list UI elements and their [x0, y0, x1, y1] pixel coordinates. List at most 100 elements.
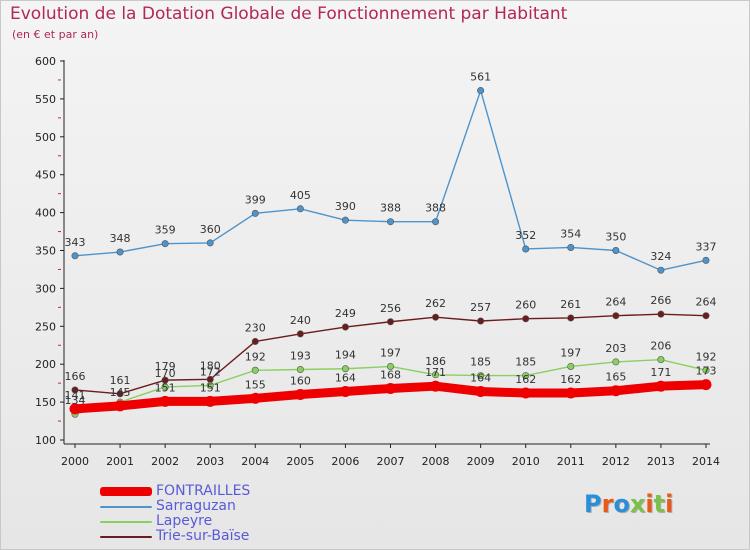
data-point-fontrailles: [700, 379, 712, 391]
data-label-fontrailles: 165: [605, 371, 626, 384]
data-label-sarraguzan: 324: [650, 250, 671, 263]
x-tick-label: 2011: [557, 455, 585, 468]
data-point-fontrailles: [430, 380, 442, 392]
legend-label: Lapeyre: [156, 513, 213, 529]
data-point-sarraguzan: [612, 247, 620, 255]
y-tick-label: 300: [35, 282, 56, 295]
y-tick-label: 550: [35, 93, 56, 106]
data-point-lapeyre: [477, 372, 485, 380]
data-point-sarraguzan: [206, 239, 214, 247]
legend-swatch: [100, 505, 152, 508]
y-tick-label: 600: [35, 55, 56, 68]
chart-legend: FONTRAILLES Sarraguzan Lapeyre Trie-sur-Baï…: [100, 484, 250, 544]
data-label-trie-sur-ba-se: 257: [470, 301, 491, 314]
data-label-lapeyre: 172: [200, 365, 221, 378]
data-point-trie-sur-ba-se: [116, 390, 124, 398]
legend-item-trie-sur-ba-se: Trie-sur-Baïse: [100, 529, 250, 544]
x-tick-label: 2002: [151, 455, 179, 468]
data-label-lapeyre: 170: [155, 367, 176, 380]
data-point-fontrailles: [204, 395, 216, 407]
legend-swatch: [100, 487, 152, 496]
data-point-fontrailles: [520, 387, 532, 399]
x-tick-label: 2013: [647, 455, 675, 468]
chart-title: Evolution de la Dotation Globale de Fonc…: [10, 4, 568, 24]
data-point-fontrailles: [159, 395, 171, 407]
data-label-lapeyre: 186: [425, 355, 446, 368]
data-point-fontrailles: [114, 400, 126, 412]
data-label-sarraguzan: 343: [65, 236, 86, 249]
data-label-sarraguzan: 359: [155, 224, 176, 237]
data-label-trie-sur-ba-se: 264: [696, 296, 717, 309]
data-point-fontrailles: [565, 387, 577, 399]
data-point-sarraguzan: [161, 240, 169, 248]
data-label-trie-sur-ba-se: 260: [515, 299, 536, 312]
x-tick-label: 2012: [602, 455, 630, 468]
data-point-sarraguzan: [477, 87, 485, 95]
data-point-trie-sur-ba-se: [477, 317, 485, 325]
data-label-sarraguzan: 388: [425, 202, 446, 215]
data-point-trie-sur-ba-se: [251, 337, 259, 345]
data-point-trie-sur-ba-se: [702, 312, 710, 320]
legend-swatch: [100, 535, 152, 538]
y-tick-label: 450: [35, 169, 56, 182]
data-label-sarraguzan: 561: [470, 71, 491, 84]
x-tick-label: 2014: [692, 455, 720, 468]
x-tick-label: 2004: [241, 455, 269, 468]
data-label-fontrailles: 164: [335, 371, 356, 384]
data-label-fontrailles: 160: [290, 375, 311, 388]
data-point-fontrailles: [655, 380, 667, 392]
data-label-fontrailles: 145: [110, 386, 131, 399]
legend-label: Sarraguzan: [156, 498, 236, 514]
data-point-sarraguzan: [341, 216, 349, 224]
x-tick-label: 2008: [422, 455, 450, 468]
data-label-lapeyre: 197: [380, 346, 401, 359]
data-label-lapeyre: 203: [605, 342, 626, 355]
x-tick-label: 2005: [286, 455, 314, 468]
data-point-lapeyre: [522, 372, 530, 380]
data-label-lapeyre: 197: [560, 346, 581, 359]
data-label-trie-sur-ba-se: 249: [335, 307, 356, 320]
data-label-sarraguzan: 354: [560, 227, 581, 240]
data-label-fontrailles: 162: [515, 373, 536, 386]
y-tick-label: 500: [35, 131, 56, 144]
data-point-trie-sur-ba-se: [657, 310, 665, 318]
data-label-fontrailles: 164: [470, 371, 491, 384]
data-label-fontrailles: 155: [245, 378, 266, 391]
data-point-sarraguzan: [702, 256, 710, 264]
y-tick-label: 100: [35, 434, 56, 447]
data-point-trie-sur-ba-se: [341, 323, 349, 331]
data-label-lapeyre: 192: [245, 350, 266, 363]
x-tick-label: 2006: [331, 455, 359, 468]
y-tick-label: 400: [35, 207, 56, 220]
logo-letter: x: [629, 490, 646, 518]
data-point-lapeyre: [341, 365, 349, 373]
data-label-fontrailles: 151: [155, 381, 176, 394]
legend-swatch: [100, 520, 152, 523]
logo-letter: i: [665, 490, 674, 518]
data-point-sarraguzan: [657, 266, 665, 274]
data-label-trie-sur-ba-se: 266: [650, 294, 671, 307]
x-tick-label: 2010: [512, 455, 540, 468]
y-tick-label: 350: [35, 245, 56, 258]
data-label-sarraguzan: 390: [335, 200, 356, 213]
legend-label: FONTRAILLES: [156, 483, 251, 499]
legend-item-lapeyre: Lapeyre: [100, 514, 250, 529]
chart-subtitle: (en € et par an): [12, 28, 99, 41]
data-label-trie-sur-ba-se: 166: [65, 370, 86, 383]
data-label-lapeyre: 185: [470, 356, 491, 369]
data-label-trie-sur-ba-se: 180: [200, 359, 221, 372]
data-point-lapeyre: [567, 362, 575, 370]
data-point-lapeyre: [657, 356, 665, 364]
logo-letter: o: [613, 490, 630, 518]
data-label-fontrailles: 141: [65, 389, 86, 402]
data-point-lapeyre: [206, 381, 214, 389]
data-label-fontrailles: 168: [380, 368, 401, 381]
data-label-trie-sur-ba-se: 262: [425, 297, 446, 310]
x-tick-label: 2003: [196, 455, 224, 468]
x-tick-label: 2000: [61, 455, 89, 468]
data-point-sarraguzan: [71, 252, 79, 260]
legend-item-fontrailles: FONTRAILLES: [100, 484, 250, 499]
data-label-sarraguzan: 350: [605, 231, 626, 244]
logo-letter: P: [584, 490, 602, 518]
